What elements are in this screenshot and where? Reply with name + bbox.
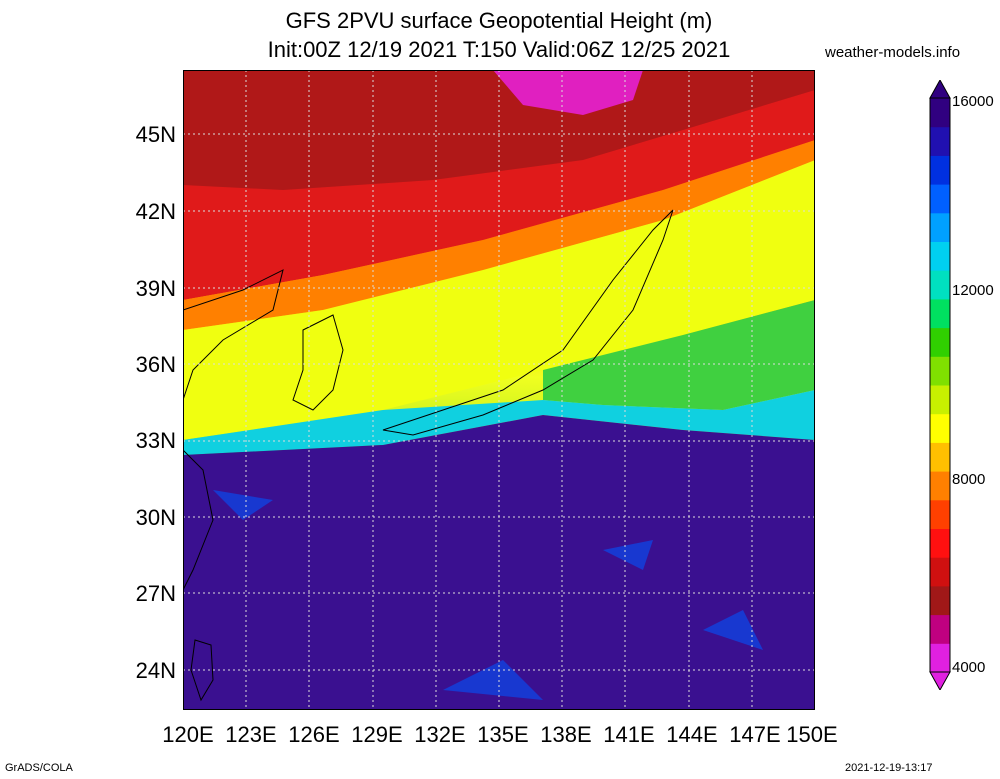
colorbar-swatch xyxy=(930,585,950,616)
colorbar-swatch xyxy=(930,528,950,558)
lon-label: 129E xyxy=(351,722,403,747)
magenta-patch xyxy=(493,70,643,115)
colorbar-swatch xyxy=(930,212,950,242)
colorbar-max-arrow xyxy=(929,80,951,99)
colorbar-swatch xyxy=(930,413,950,443)
colorbar-swatch xyxy=(930,327,950,357)
lat-label: 24N xyxy=(135,658,176,683)
footer-right: 2021-12-19-13:17 xyxy=(845,762,933,774)
brand-label: weather-models.info xyxy=(825,44,961,61)
lat-label: 27N xyxy=(135,581,176,606)
lon-label: 135E xyxy=(477,722,529,747)
lat-label: 45N xyxy=(135,122,176,147)
lon-label: 126E xyxy=(288,722,340,747)
orange-band xyxy=(183,140,815,330)
colorbar-swatch xyxy=(930,356,950,386)
cyan-band xyxy=(183,390,815,455)
colorbar xyxy=(929,80,951,690)
chart-subtitle: Init:00Z 12/19 2021 T:150 Valid:06Z 12/2… xyxy=(267,37,731,62)
colorbar-swatch xyxy=(930,614,950,644)
colorbar-label: 16000 xyxy=(952,93,994,110)
lon-label: 144E xyxy=(666,722,718,747)
lon-label: 132E xyxy=(414,722,466,747)
chart-title: GFS 2PVU surface Geopotential Height (m) xyxy=(285,8,713,33)
deep-band xyxy=(183,415,815,710)
grid-lines xyxy=(183,70,815,710)
japan-coast xyxy=(382,209,674,436)
colorbar-swatch xyxy=(930,270,950,300)
colorbar-min-arrow xyxy=(929,671,951,690)
lon-label: 123E xyxy=(225,722,277,747)
colorbar-swatch xyxy=(930,442,950,472)
colorbar-label: 8000 xyxy=(952,471,986,488)
lon-label: 147E xyxy=(729,722,781,747)
colorbar-swatch xyxy=(930,241,950,271)
lon-label: 120E xyxy=(162,722,214,747)
colorbar-swatch xyxy=(930,385,950,415)
taiwan-coast xyxy=(190,639,214,702)
colorbar-swatch xyxy=(930,471,950,501)
footer-left: GrADS/COLA xyxy=(5,762,73,774)
lon-label: 150E xyxy=(786,722,838,747)
colorbar-swatch xyxy=(930,557,950,587)
colorbar-swatch xyxy=(930,155,950,185)
lat-label: 36N xyxy=(135,352,176,377)
green-band xyxy=(543,300,815,410)
colorbar-swatch xyxy=(930,126,950,156)
colorbar-swatch xyxy=(930,298,950,329)
lat-label: 39N xyxy=(135,276,176,301)
colorbar-swatch xyxy=(930,184,950,214)
lat-label: 30N xyxy=(135,505,176,530)
colorbar-frame xyxy=(929,97,951,673)
lon-label: 141E xyxy=(603,722,655,747)
map-frame xyxy=(183,70,815,710)
colorbar-swatch xyxy=(930,499,950,529)
korea-coast xyxy=(292,314,344,411)
colorbar-label: 12000 xyxy=(952,282,994,299)
colorbar-label: 4000 xyxy=(952,659,986,676)
lat-label: 33N xyxy=(135,428,176,453)
colorbar-swatch xyxy=(930,643,950,673)
china-coast xyxy=(183,269,284,591)
colorbar-swatch xyxy=(930,98,950,128)
lon-label: 138E xyxy=(540,722,592,747)
map-field xyxy=(183,70,815,710)
lat-label: 42N xyxy=(135,199,176,224)
